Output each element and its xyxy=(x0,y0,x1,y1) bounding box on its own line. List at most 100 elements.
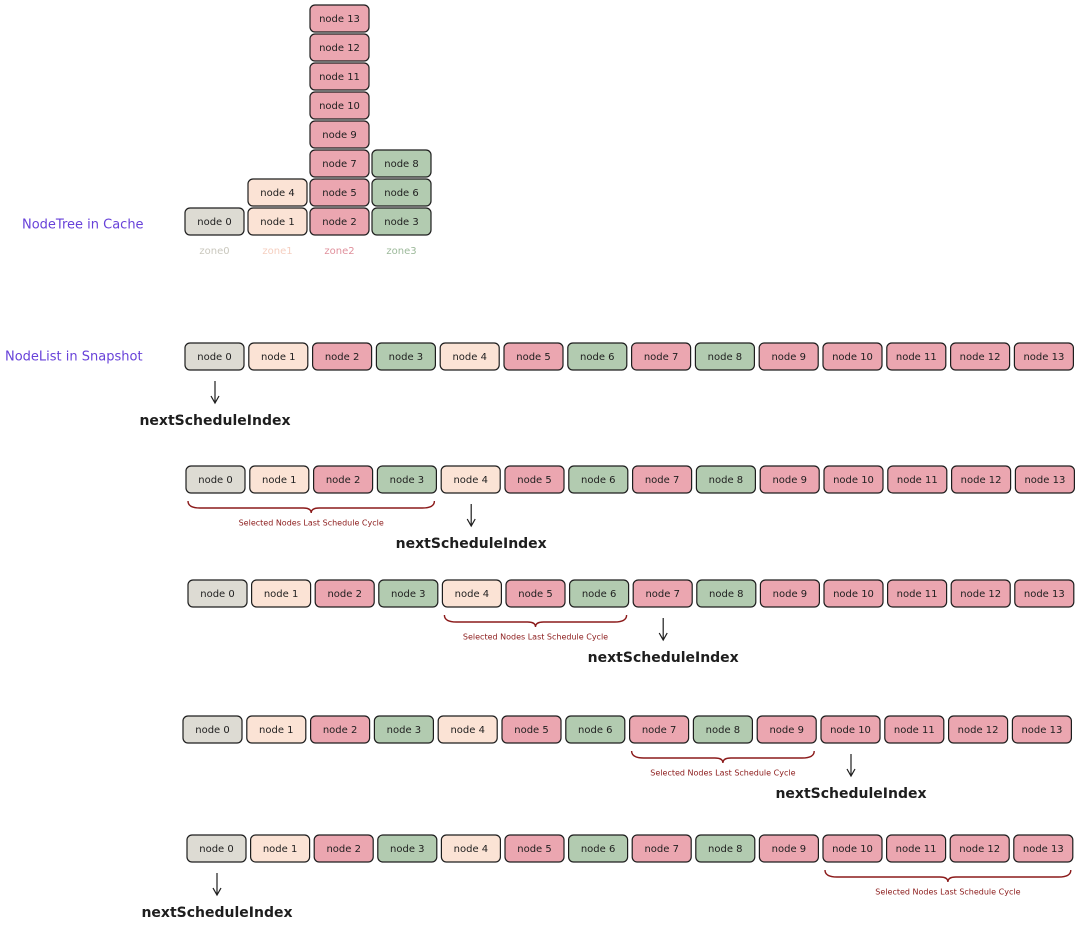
node-box xyxy=(371,207,432,236)
node-box xyxy=(822,834,883,863)
node-box xyxy=(565,715,626,744)
node-box xyxy=(377,834,438,863)
node-label: node 8 xyxy=(709,475,744,486)
node-box xyxy=(949,342,1011,371)
node-label: node 6 xyxy=(580,352,615,363)
node-label: node 6 xyxy=(581,475,616,486)
node-label: node 2 xyxy=(325,352,360,363)
node-label: node 11 xyxy=(897,589,938,600)
node-label: node 7 xyxy=(645,475,680,486)
node-box xyxy=(1014,579,1075,608)
node-box xyxy=(503,342,564,371)
node-box xyxy=(313,465,374,494)
node-box xyxy=(504,465,565,494)
node-label: node 0 xyxy=(197,352,232,363)
node-box xyxy=(759,465,820,494)
node-box xyxy=(1011,715,1073,744)
node-box xyxy=(504,834,565,863)
selection-caption: Selected Nodes Last Schedule Cycle xyxy=(650,769,795,778)
node-label: node 4 xyxy=(455,589,490,600)
node-box xyxy=(1013,342,1075,371)
node-box xyxy=(182,715,243,744)
node-box xyxy=(696,579,757,608)
node-label: node 11 xyxy=(894,725,935,736)
node-label: node 13 xyxy=(1023,844,1064,855)
node-label: node 9 xyxy=(772,844,807,855)
node-label: node 9 xyxy=(773,589,808,600)
node-label: node 7 xyxy=(644,352,679,363)
node-label: node 3 xyxy=(391,589,426,600)
node-box xyxy=(885,834,947,863)
node-label: node 10 xyxy=(832,844,873,855)
selection-brace xyxy=(630,750,815,764)
zone-label: zone1 xyxy=(262,246,292,257)
node-label: node 7 xyxy=(644,844,679,855)
node-box xyxy=(884,715,945,744)
node-label: node 2 xyxy=(326,844,361,855)
node-box xyxy=(568,579,630,608)
node-box xyxy=(823,465,884,494)
node-label: node 6 xyxy=(384,188,419,199)
node-box xyxy=(823,579,884,608)
node-box xyxy=(184,342,245,371)
node-label: node 7 xyxy=(645,589,680,600)
node-box xyxy=(567,342,628,371)
node-box xyxy=(309,149,370,178)
node-box xyxy=(309,178,370,207)
node-box xyxy=(505,579,566,608)
node-box xyxy=(375,342,436,371)
pointer-label: nextScheduleIndex xyxy=(588,650,739,666)
pointer-arrow xyxy=(466,504,476,528)
node-label: node 4 xyxy=(452,352,487,363)
node-box xyxy=(247,178,308,207)
node-label: node 0 xyxy=(195,725,230,736)
node-box xyxy=(1014,465,1076,494)
node-box xyxy=(246,715,307,744)
node-label: node 13 xyxy=(1024,589,1065,600)
pointer-arrow xyxy=(658,618,668,642)
selection-brace xyxy=(187,500,436,514)
node-box xyxy=(949,834,1010,863)
node-label: node 1 xyxy=(259,725,294,736)
node-label: node 10 xyxy=(833,589,874,600)
node-box xyxy=(184,207,245,236)
node-label: node 12 xyxy=(319,43,360,54)
node-label: node 2 xyxy=(322,217,357,228)
node-box xyxy=(310,715,371,744)
node-box xyxy=(950,465,1012,494)
node-label: node 8 xyxy=(384,159,419,170)
node-label: node 2 xyxy=(323,725,358,736)
node-label: node 5 xyxy=(514,725,549,736)
node-label: node 5 xyxy=(322,188,357,199)
node-label: node 12 xyxy=(958,725,999,736)
node-box xyxy=(567,834,629,863)
node-box xyxy=(631,465,693,494)
node-box xyxy=(251,579,312,608)
node-label: node 3 xyxy=(389,352,424,363)
node-label: node 2 xyxy=(326,475,361,486)
node-label: node 6 xyxy=(582,589,617,600)
node-box xyxy=(187,579,248,608)
pointer-arrow xyxy=(210,381,220,405)
node-box xyxy=(886,579,948,608)
pointer-label: nextScheduleIndex xyxy=(775,786,926,802)
node-label: node 12 xyxy=(960,589,1001,600)
list-label: NodeList in Snapshot xyxy=(5,350,143,365)
node-box xyxy=(1013,834,1074,863)
node-label: node 3 xyxy=(390,844,425,855)
node-box xyxy=(630,342,692,371)
pointer-label: nextScheduleIndex xyxy=(141,905,292,921)
node-box xyxy=(309,62,370,91)
node-label: node 2 xyxy=(327,589,362,600)
selection-caption: Selected Nodes Last Schedule Cycle xyxy=(875,888,1020,897)
node-box xyxy=(822,342,883,371)
node-label: node 5 xyxy=(516,352,551,363)
node-box xyxy=(247,207,308,236)
selection-caption: Selected Nodes Last Schedule Cycle xyxy=(463,633,608,642)
node-label: node 12 xyxy=(960,352,1001,363)
node-label: node 8 xyxy=(708,352,743,363)
node-box xyxy=(441,579,502,608)
node-box xyxy=(371,178,432,207)
node-box xyxy=(312,342,373,371)
